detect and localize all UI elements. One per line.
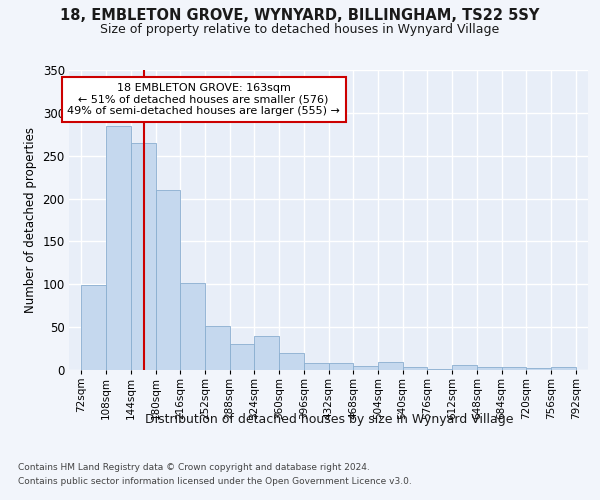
Bar: [230, 344, 254, 370]
Bar: [279, 353, 304, 370]
Bar: [82, 285, 106, 370]
Text: Size of property relative to detached houses in Wynyard Village: Size of property relative to detached ho…: [100, 22, 500, 36]
Bar: [551, 368, 575, 370]
Bar: [526, 368, 551, 370]
Text: Contains public sector information licensed under the Open Government Licence v3: Contains public sector information licen…: [18, 478, 412, 486]
Bar: [452, 365, 477, 370]
Bar: [378, 362, 403, 370]
Text: 18 EMBLETON GROVE: 163sqm
← 51% of detached houses are smaller (576)
49% of semi: 18 EMBLETON GROVE: 163sqm ← 51% of detac…: [67, 83, 340, 116]
Text: 18, EMBLETON GROVE, WYNYARD, BILLINGHAM, TS22 5SY: 18, EMBLETON GROVE, WYNYARD, BILLINGHAM,…: [61, 8, 539, 22]
Bar: [477, 368, 502, 370]
Bar: [155, 190, 180, 370]
Bar: [502, 366, 526, 370]
Bar: [205, 326, 230, 370]
Y-axis label: Number of detached properties: Number of detached properties: [24, 127, 37, 313]
Text: Distribution of detached houses by size in Wynyard Village: Distribution of detached houses by size …: [145, 412, 513, 426]
Bar: [329, 363, 353, 370]
Bar: [180, 284, 205, 370]
Bar: [131, 143, 155, 370]
Bar: [304, 363, 329, 370]
Bar: [403, 368, 427, 370]
Bar: [106, 126, 131, 370]
Bar: [254, 336, 279, 370]
Bar: [427, 369, 452, 370]
Bar: [353, 366, 378, 370]
Text: Contains HM Land Registry data © Crown copyright and database right 2024.: Contains HM Land Registry data © Crown c…: [18, 462, 370, 471]
